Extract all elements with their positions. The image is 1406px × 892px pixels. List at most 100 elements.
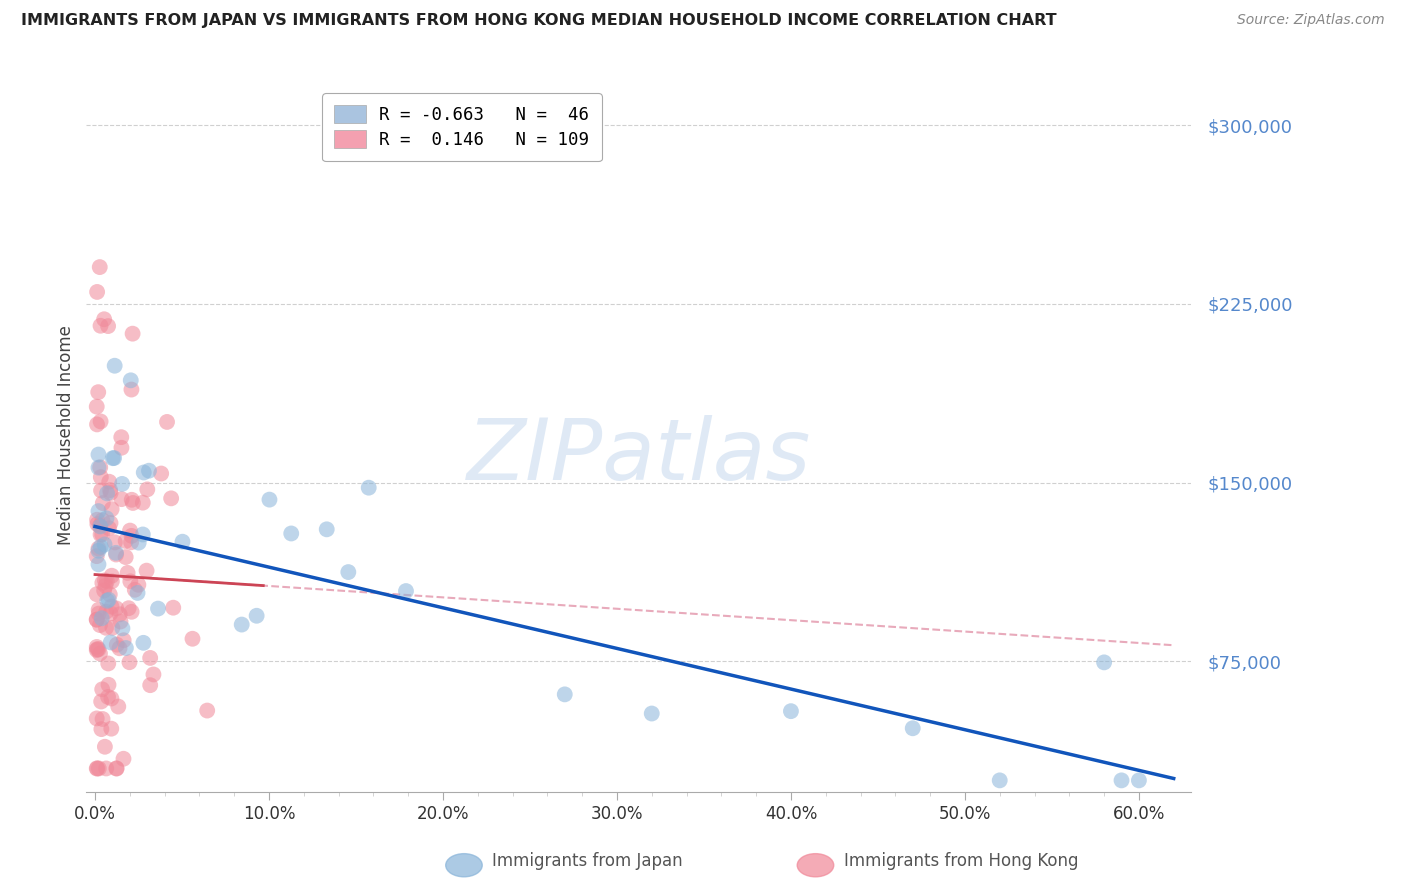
Point	[91, 513, 114, 527]
Point	[87, 642, 110, 657]
Point	[98, 521, 121, 535]
Point	[86, 549, 108, 563]
Point	[91, 496, 114, 510]
Point	[395, 584, 418, 599]
Point	[90, 540, 112, 554]
Point	[89, 618, 111, 632]
Point	[101, 574, 124, 589]
Point	[100, 516, 122, 530]
Point	[87, 448, 110, 462]
Point	[118, 524, 141, 538]
Point	[114, 550, 136, 565]
Point	[107, 699, 129, 714]
Point	[96, 486, 118, 500]
Point	[172, 534, 194, 549]
Point	[89, 460, 111, 475]
Legend: R = -0.663   N =  46, R =  0.146   N = 109: R = -0.663 N = 46, R = 0.146 N = 109	[322, 94, 602, 161]
Point	[138, 464, 160, 478]
Point	[86, 613, 108, 627]
Point	[96, 511, 118, 525]
Point	[101, 451, 124, 466]
Point	[86, 400, 108, 414]
Point	[259, 492, 281, 507]
Point	[86, 587, 108, 601]
Point	[117, 566, 139, 580]
Point	[100, 486, 122, 500]
Point	[139, 651, 162, 665]
Point	[105, 761, 128, 775]
Point	[104, 535, 127, 549]
Point	[86, 417, 108, 432]
Text: Source: ZipAtlas.com: Source: ZipAtlas.com	[1237, 13, 1385, 28]
Point	[90, 722, 112, 736]
Point	[315, 522, 337, 536]
Point	[641, 706, 664, 721]
Point	[100, 691, 122, 706]
Point	[103, 450, 125, 465]
Point	[93, 583, 115, 598]
Point	[100, 722, 122, 736]
Point	[1111, 773, 1133, 788]
Point	[122, 496, 145, 510]
Point	[100, 607, 122, 621]
Point	[110, 430, 132, 444]
Point	[118, 655, 141, 669]
Point	[121, 529, 143, 543]
Point	[150, 467, 173, 481]
Point	[127, 586, 149, 600]
Point	[86, 640, 108, 654]
Point	[121, 492, 143, 507]
Point	[105, 761, 128, 775]
Point	[97, 592, 120, 607]
Point	[86, 761, 108, 775]
Text: IMMIGRANTS FROM JAPAN VS IMMIGRANTS FROM HONG KONG MEDIAN HOUSEHOLD INCOME CORRE: IMMIGRANTS FROM JAPAN VS IMMIGRANTS FROM…	[21, 13, 1057, 29]
Point	[121, 326, 143, 341]
Point	[135, 564, 157, 578]
Point	[97, 690, 120, 704]
Point	[121, 605, 143, 619]
Point	[124, 582, 146, 597]
Point	[142, 667, 165, 681]
Point	[97, 319, 120, 334]
Point	[91, 712, 114, 726]
Point	[86, 517, 108, 532]
Point	[108, 607, 131, 622]
Point	[104, 546, 127, 560]
Point	[136, 483, 159, 497]
Point	[231, 617, 253, 632]
Point	[91, 527, 114, 541]
Point	[90, 611, 112, 625]
Point	[100, 635, 122, 649]
Point	[110, 615, 132, 629]
Point	[195, 704, 218, 718]
Point	[100, 568, 122, 582]
Point	[94, 579, 117, 593]
Point	[108, 641, 131, 656]
Point	[90, 414, 112, 428]
Point	[132, 466, 155, 480]
Point	[96, 574, 118, 589]
Point	[120, 574, 142, 589]
Point	[988, 773, 1011, 788]
Point	[89, 519, 111, 533]
Point	[87, 607, 110, 621]
Point	[91, 682, 114, 697]
Point	[86, 643, 108, 657]
Point	[112, 633, 135, 648]
Point	[139, 678, 162, 692]
Point	[87, 504, 110, 518]
Text: Immigrants from Hong Kong: Immigrants from Hong Kong	[844, 852, 1078, 870]
Point	[104, 359, 127, 373]
Point	[110, 492, 132, 507]
Point	[181, 632, 204, 646]
Point	[86, 711, 108, 725]
Point	[90, 527, 112, 541]
Point	[89, 318, 111, 333]
Point	[87, 385, 110, 400]
Point	[554, 687, 576, 701]
Point	[90, 694, 112, 708]
Point	[98, 587, 121, 601]
Point	[93, 312, 115, 326]
Point	[87, 761, 110, 775]
Point	[111, 476, 134, 491]
